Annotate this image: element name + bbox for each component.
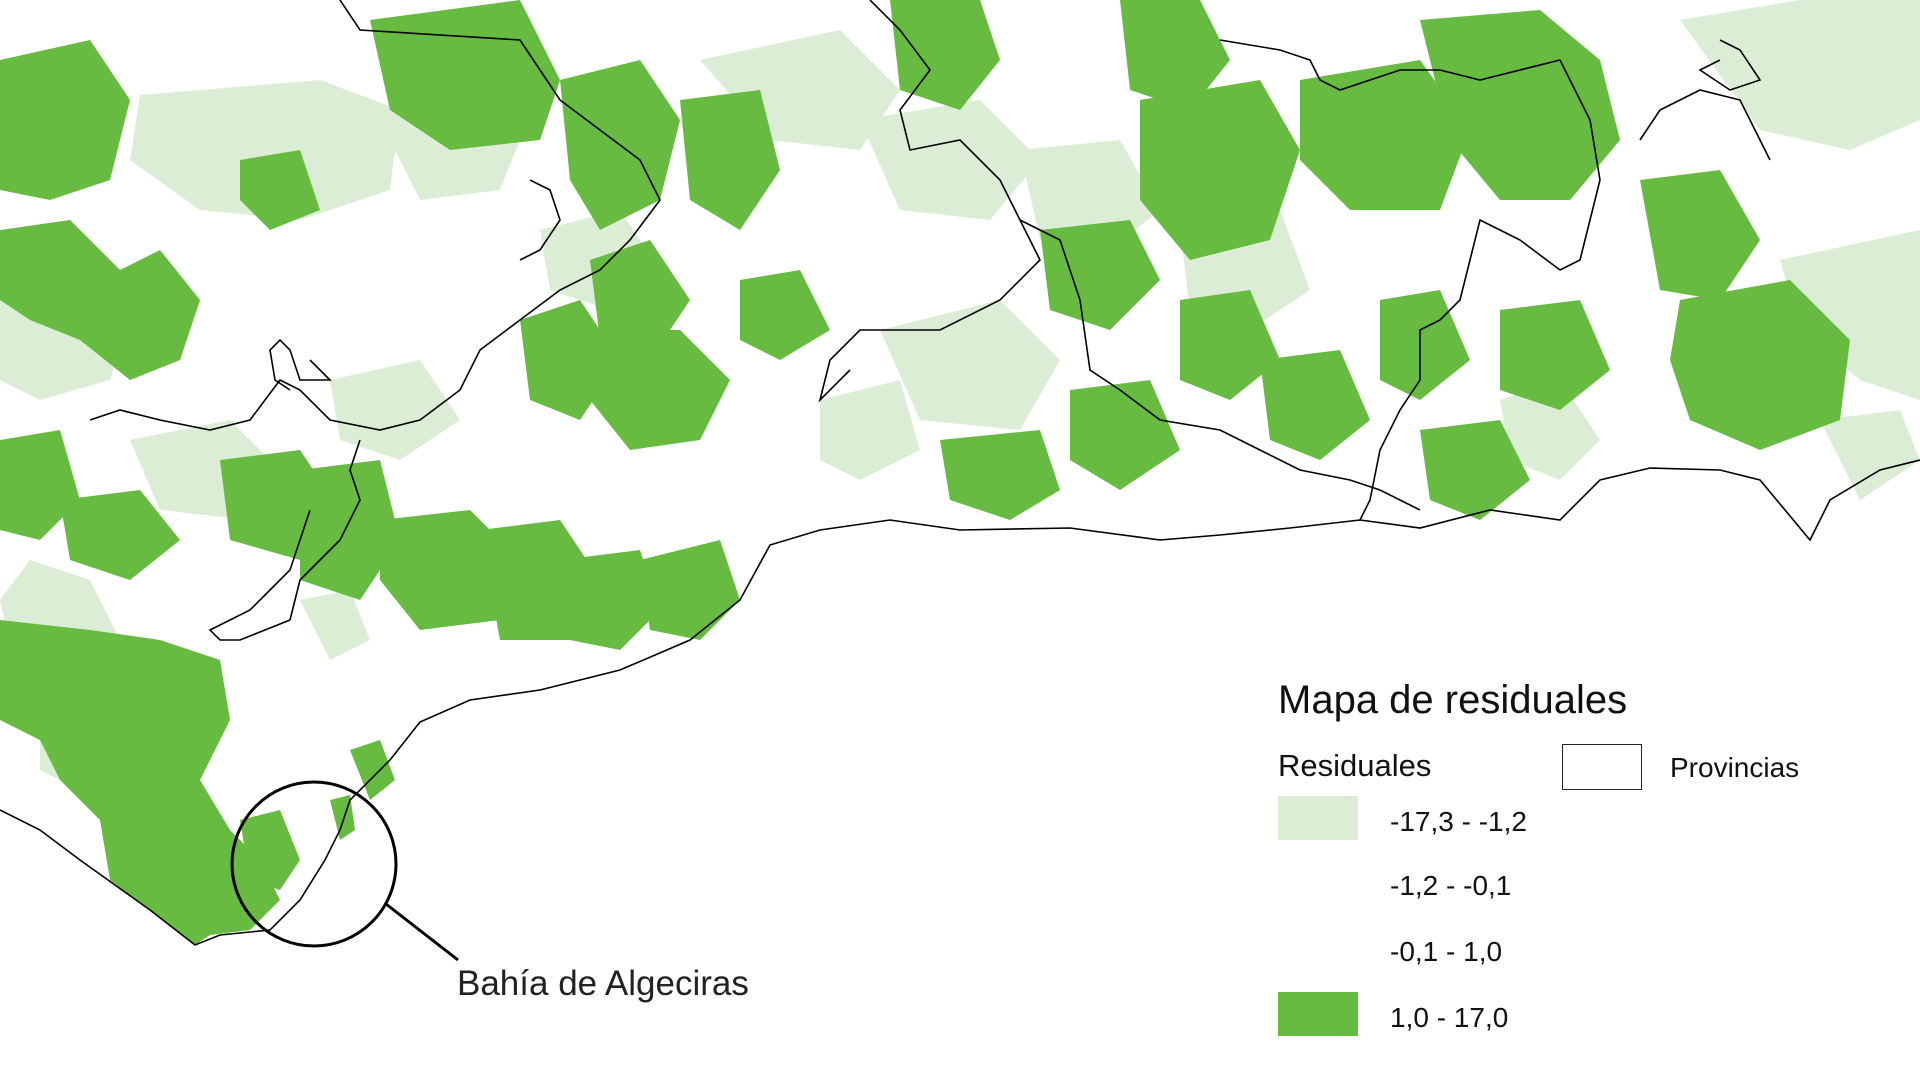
algeciras-callout-circle bbox=[230, 780, 398, 948]
legend-swatch-4 bbox=[1278, 992, 1358, 1036]
legend-class-label-3: -0,1 - 1,0 bbox=[1390, 936, 1503, 967]
legend-title: Mapa de residuales bbox=[1278, 678, 1628, 722]
high-residual-areas bbox=[0, 0, 1850, 945]
legend-class-label-4: 1,0 - 17,0 bbox=[1390, 1002, 1509, 1033]
province-boundaries bbox=[89, 0, 1771, 641]
algeciras-callout-label: Bahía de Algeciras bbox=[457, 964, 749, 1003]
coastline bbox=[0, 459, 1920, 946]
province-legend-label: Provincias bbox=[1670, 752, 1800, 783]
legend-subtitle: Residuales bbox=[1278, 748, 1432, 783]
province-legend-swatch bbox=[1562, 744, 1642, 790]
algeciras-callout-line bbox=[385, 902, 459, 962]
legend-swatch-2 bbox=[1278, 862, 1358, 906]
legend-class-label-1: -17,3 - -1,2 bbox=[1390, 806, 1527, 837]
legend-swatch-3 bbox=[1278, 928, 1358, 972]
legend-swatch-1 bbox=[1278, 796, 1358, 840]
legend-class-label-2: -1,2 - -0,1 bbox=[1390, 870, 1512, 901]
